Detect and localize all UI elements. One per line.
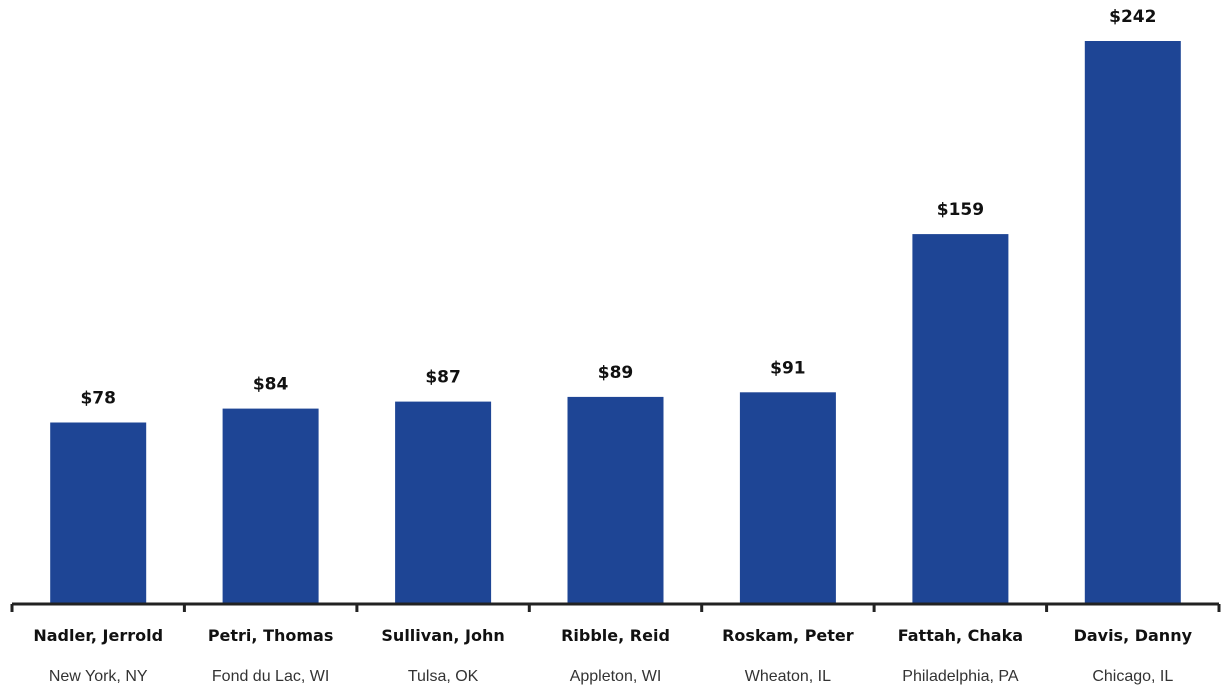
category-label: Ribble, Reid xyxy=(561,626,670,645)
bar-value-label: $159 xyxy=(937,200,984,220)
category-sublabel: Wheaton, IL xyxy=(745,668,831,685)
category-label: Petri, Thomas xyxy=(208,626,334,645)
category-label: Sullivan, John xyxy=(381,626,504,645)
category-sublabel: Philadelphia, PA xyxy=(902,668,1019,685)
bar-value-label: $91 xyxy=(770,358,806,378)
category-sublabel: Appleton, WI xyxy=(570,668,662,685)
bar xyxy=(912,234,1009,604)
category-label: Roskam, Peter xyxy=(722,626,854,645)
category-sublabel: New York, NY xyxy=(49,668,148,685)
bars-group xyxy=(50,41,1181,604)
category-sublabel: Fond du Lac, WI xyxy=(212,668,329,685)
category-label: Fattah, Chaka xyxy=(898,626,1023,645)
bar-value-label: $84 xyxy=(253,375,289,395)
bar xyxy=(739,392,836,604)
x-axis-ticks-group xyxy=(10,604,1221,612)
bar-value-label: $242 xyxy=(1109,7,1156,27)
bar-value-label: $78 xyxy=(80,389,116,409)
bar xyxy=(50,422,147,604)
bar xyxy=(567,396,664,604)
category-sublabel: Tulsa, OK xyxy=(408,668,479,685)
category-label: Nadler, Jerrold xyxy=(33,626,163,645)
value-labels-group: $78 $84 $87 $89 $91 $159 $242 xyxy=(80,7,1156,409)
sublabels-group: New York, NY Fond du Lac, WI Tulsa, OK Appl… xyxy=(49,668,1174,685)
bar xyxy=(1084,41,1181,604)
category-labels-group: Nadler, Jerrold Petri, Thomas Sullivan, Jo… xyxy=(33,626,1192,645)
category-sublabel: Chicago, IL xyxy=(1092,668,1173,685)
category-label: Davis, Danny xyxy=(1074,626,1193,645)
bar-value-label: $89 xyxy=(598,363,634,383)
bar-value-label: $87 xyxy=(425,368,461,388)
bar xyxy=(222,408,319,604)
bar xyxy=(395,401,492,604)
